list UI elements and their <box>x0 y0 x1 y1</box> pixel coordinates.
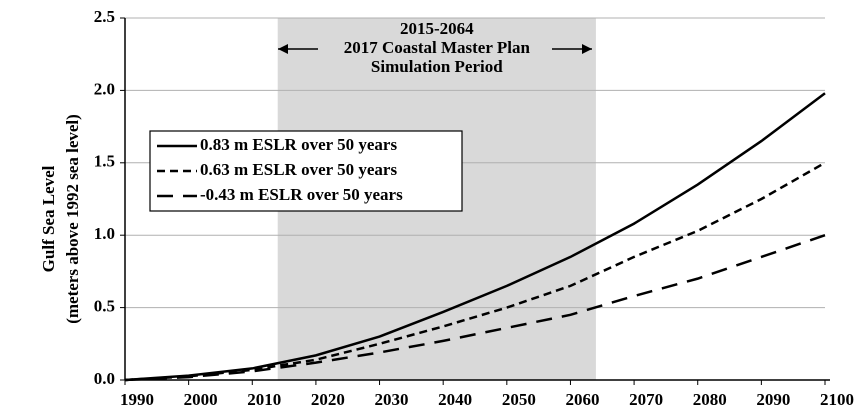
x-tick-label: 2050 <box>502 390 536 409</box>
series-line <box>124 161 826 382</box>
y-tick-label: 1.5 <box>94 152 115 171</box>
x-tick-label: 2060 <box>565 390 599 409</box>
x-tick-label: 2070 <box>629 390 663 409</box>
y-tick-label: 2.5 <box>94 7 115 26</box>
y-tick-label: 2.0 <box>94 79 115 98</box>
y-tick-label: 1.0 <box>94 224 115 243</box>
arrow-head <box>582 44 592 54</box>
annotation: Simulation Period <box>371 57 503 76</box>
x-tick-label: 2000 <box>184 390 218 409</box>
arrow-head <box>278 44 288 54</box>
x-tick-label: 2010 <box>247 390 281 409</box>
annotation: 2015-2064 <box>400 19 474 38</box>
x-tick-label: 2100 <box>820 390 854 409</box>
x-tick-label: 2080 <box>693 390 727 409</box>
legend-label: 0.63 m ESLR over 50 years <box>200 160 397 179</box>
annotation: 2017 Coastal Master Plan <box>344 38 531 57</box>
x-tick-label: 2030 <box>375 390 409 409</box>
series-line <box>124 234 826 382</box>
y-axis-label-line: Gulf Sea Level <box>39 165 58 272</box>
legend-label: -0.43 m ESLR over 50 years <box>200 185 403 204</box>
x-tick-label: 2090 <box>756 390 790 409</box>
y-axis-label-line: (meters above 1992 sea level) <box>63 114 82 324</box>
x-tick-label: 2040 <box>438 390 472 409</box>
x-tick-label: 1990 <box>120 390 154 409</box>
y-tick-label: 0.0 <box>94 369 115 388</box>
y-axis-label: Gulf Sea Level (meters above 1992 sea lev… <box>39 114 82 324</box>
y-tick-label: 0.5 <box>94 297 115 316</box>
x-tick-label: 2020 <box>311 390 345 409</box>
series-line <box>124 92 826 382</box>
legend <box>149 130 463 212</box>
legend-label: 0.83 m ESLR over 50 years <box>200 135 397 154</box>
